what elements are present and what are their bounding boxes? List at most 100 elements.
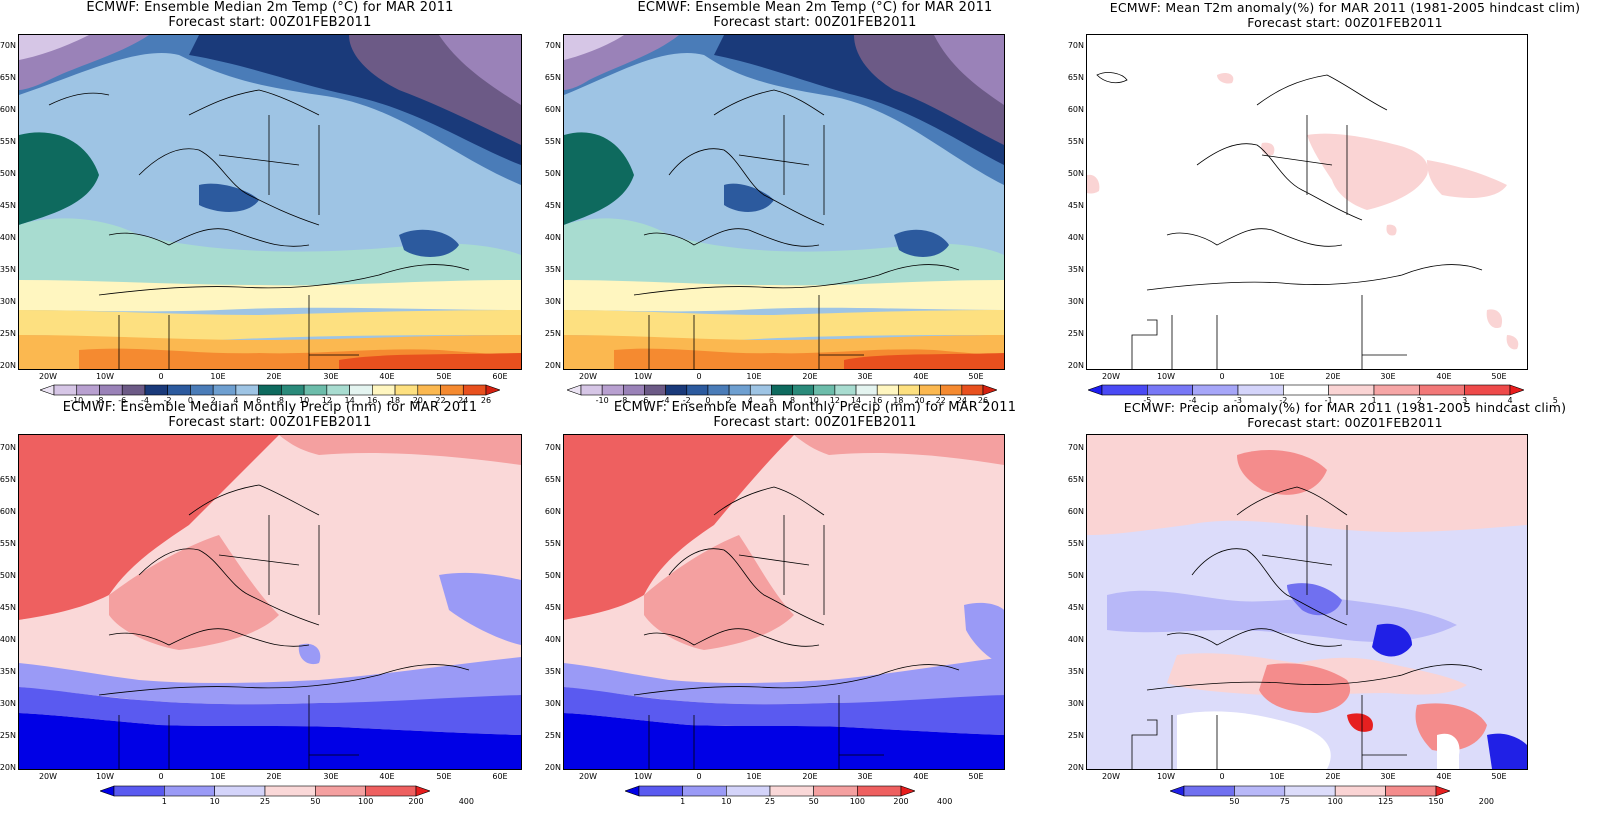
colorbar-swatch	[326, 384, 350, 396]
panel-median-precip: ECMWF: Ensemble Median Monthly Precip (m…	[0, 400, 540, 828]
y-tick-label: 50N	[544, 571, 561, 580]
colorbar-tick-label: 10	[209, 797, 220, 806]
colorbar-swatch	[462, 384, 487, 396]
y-tick-label: 50N	[0, 571, 16, 580]
panel-mean-precip: ECMWF: Ensemble Mean Monthly Precip (mm)…	[545, 400, 1085, 828]
colorbar-swatch	[1283, 384, 1329, 396]
colorbar-swatch	[834, 384, 857, 396]
colorbar-tick-label: -4	[661, 396, 670, 405]
colorbar-low-cap	[625, 785, 640, 797]
colorbar-tick-label: 1	[1371, 396, 1377, 405]
y-tick-label: 35N	[544, 265, 561, 274]
y-tick-label: 70N	[0, 41, 16, 50]
y-tick-label: 40N	[544, 233, 561, 242]
y-tick-label: 35N	[544, 667, 561, 676]
y-tick-label: 25N	[0, 329, 16, 338]
colorbar	[100, 785, 430, 797]
y-tick-label: 60N	[1067, 507, 1084, 516]
y-tick-label: 25N	[544, 731, 561, 740]
colorbar-tick-label: 5	[1552, 396, 1558, 405]
x-tick-label: 10E	[210, 772, 226, 781]
colorbar-tick-label: 125	[1377, 797, 1394, 806]
colorbar-low-cap	[1170, 785, 1185, 797]
y-tick-label: 30N	[0, 297, 16, 306]
colorbar-tick-label: 1	[161, 797, 167, 806]
colorbar-swatch	[214, 785, 266, 797]
y-tick-label: 55N	[544, 539, 561, 548]
title-line-1: ECMWF: Mean T2m anomaly(%) for MAR 2011 …	[1109, 0, 1581, 15]
colorbar-tick-label: -4	[140, 396, 149, 405]
colorbar-tick-label: 22	[935, 396, 946, 405]
colorbar-tick-label: -8	[619, 396, 628, 405]
y-tick-label: 45N	[544, 201, 561, 210]
y-tick-label: 70N	[0, 443, 16, 452]
y-tick-label: 35N	[1067, 265, 1084, 274]
x-tick-label: 20W	[1101, 772, 1121, 781]
colorbar-tick-label: 20	[412, 396, 423, 405]
colorbar-low-cap	[567, 384, 582, 396]
y-tick-label: 60N	[544, 507, 561, 516]
colorbar-swatch	[792, 384, 815, 396]
colorbar-swatch	[961, 384, 984, 396]
colorbar-tick-label: 22	[435, 396, 446, 405]
map-area	[18, 434, 522, 770]
x-tick-label: 10W	[1156, 372, 1176, 381]
t2m-anomaly-field	[1087, 35, 1527, 369]
x-tick-label: 10W	[95, 772, 115, 781]
x-tick-label: 10W	[95, 372, 115, 381]
colorbar-swatch	[1237, 384, 1284, 396]
x-tick-label: 50E	[1491, 372, 1507, 381]
colorbar-swatch	[349, 384, 373, 396]
colorbar-swatch	[623, 384, 645, 396]
colorbar-tick-label: 6	[768, 396, 774, 405]
colorbar-swatch	[580, 384, 603, 396]
colorbar-swatch	[1192, 384, 1239, 396]
colorbar-tick-label: 150	[1428, 797, 1444, 806]
y-tick-label: 70N	[1067, 41, 1084, 50]
colorbar-swatch	[728, 384, 751, 396]
y-tick-label: 50N	[1067, 571, 1084, 580]
colorbar-low-cap	[100, 785, 115, 797]
colorbar-tick-label: 2	[726, 396, 732, 405]
title-line-1: ECMWF: Precip anomaly(%) for MAR 2011 (1…	[1123, 400, 1567, 415]
colorbar-swatch	[212, 384, 237, 396]
colorbar-swatch	[1385, 785, 1437, 797]
title-line-2: Forecast start: 00Z01FEB2011	[1247, 15, 1443, 30]
colorbar-tick-label: 200	[1478, 797, 1495, 806]
y-tick-label: 50N	[544, 169, 561, 178]
colorbar-swatch	[707, 384, 730, 396]
colorbar-swatch	[601, 384, 624, 396]
y-tick-label: 60N	[0, 105, 16, 114]
colorbar	[567, 384, 997, 396]
x-tick-label: 0	[696, 772, 702, 781]
colorbar-swatch	[365, 785, 417, 797]
colorbar-swatch	[99, 384, 123, 396]
temperature-field	[564, 35, 1004, 369]
y-tick-label: 30N	[0, 699, 16, 708]
colorbar-swatch	[940, 384, 963, 396]
y-tick-label: 60N	[0, 507, 16, 516]
colorbar-tick-label: 12	[321, 396, 332, 405]
x-tick-label: 40E	[379, 772, 395, 781]
colorbar-tick-label: 24	[956, 396, 967, 405]
title-line-2: Forecast start: 00Z01FEB2011	[713, 15, 917, 30]
x-tick-label: 0	[158, 772, 164, 781]
x-tick-label: 20E	[1325, 772, 1341, 781]
colorbar-swatch	[682, 785, 727, 797]
colorbar-swatch	[394, 384, 419, 396]
colorbar-tick-label: 8	[278, 396, 284, 405]
colorbar-swatch	[855, 384, 878, 396]
map-area	[1086, 434, 1528, 770]
panel-title: ECMWF: Mean T2m anomaly(%) for MAR 2011 …	[1070, 0, 1620, 30]
x-tick-label: 0	[1219, 372, 1225, 381]
title-line-2: Forecast start: 00Z01FEB2011	[713, 415, 917, 430]
x-tick-label: 30E	[323, 772, 339, 781]
colorbar-swatch	[303, 384, 328, 396]
y-tick-label: 55N	[0, 539, 16, 548]
panel-title: ECMWF: Ensemble Median Monthly Precip (m…	[0, 400, 540, 430]
x-tick-label: 20E	[802, 372, 818, 381]
colorbar-swatch	[144, 384, 168, 396]
y-tick-label: 65N	[0, 475, 16, 484]
y-tick-label: 45N	[0, 201, 16, 210]
colorbar-tick-label: 4	[233, 396, 239, 405]
